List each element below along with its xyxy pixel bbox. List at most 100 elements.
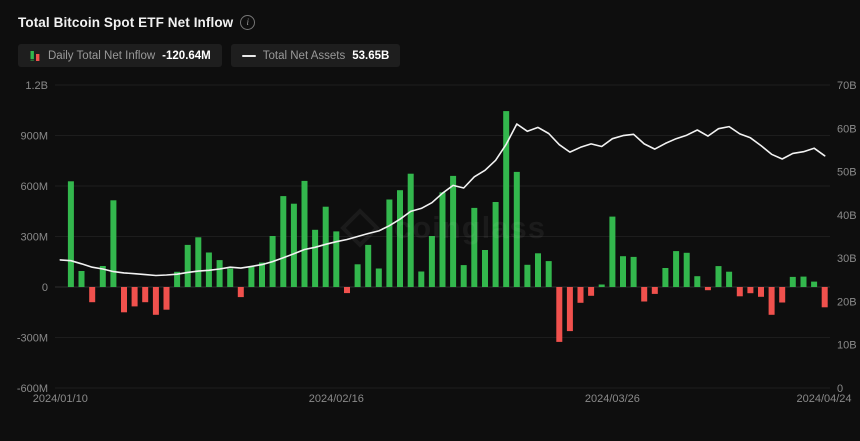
daily-inflow-bar[interactable] <box>67 181 74 287</box>
daily-inflow-bar[interactable] <box>110 200 117 287</box>
daily-inflow-bar[interactable] <box>428 236 435 287</box>
daily-inflow-bar[interactable] <box>800 276 807 287</box>
daily-inflow-bar[interactable] <box>726 271 733 287</box>
daily-inflow-bar[interactable] <box>163 287 170 310</box>
daily-inflow-bar[interactable] <box>407 173 414 287</box>
daily-inflow-bar[interactable] <box>301 180 308 287</box>
daily-inflow-bar[interactable] <box>821 287 828 308</box>
inflow-chart-svg[interactable]: 1.2B 900M 600M 300M 0 -300M -600M 70B 60B 50B 40B 3… <box>0 75 860 425</box>
daily-inflow-bar[interactable] <box>99 266 106 287</box>
legend-assets-label: Total Net Assets <box>262 49 346 62</box>
daily-inflow-bar[interactable] <box>386 199 393 288</box>
daily-inflow-bar[interactable] <box>344 287 350 294</box>
left-axis-label: 1.2B <box>25 80 48 92</box>
daily-inflow-bar[interactable] <box>142 287 149 303</box>
daily-inflow-bar[interactable] <box>503 111 510 287</box>
daily-inflow-bar[interactable] <box>174 271 181 287</box>
daily-inflow-bar[interactable] <box>354 264 361 287</box>
daily-inflow-bar[interactable] <box>312 229 319 287</box>
right-axis-label: 70B <box>837 80 857 92</box>
daily-inflow-bar[interactable] <box>482 250 488 287</box>
daily-inflow-bar[interactable] <box>439 192 446 287</box>
daily-inflow-bar[interactable] <box>131 287 138 307</box>
daily-inflow-bar[interactable] <box>333 231 340 287</box>
daily-inflow-bar[interactable] <box>248 266 255 287</box>
daily-inflow-bar[interactable] <box>322 206 329 287</box>
daily-inflow-bar[interactable] <box>365 244 372 287</box>
right-axis-label: 30B <box>837 253 857 265</box>
daily-inflow-bar[interactable] <box>566 287 573 332</box>
right-axis-label: 40B <box>837 210 857 222</box>
daily-inflow-bar[interactable] <box>545 261 552 287</box>
x-axis-label: 2024/04/24 <box>796 393 851 405</box>
daily-inflow-bar[interactable] <box>588 287 595 296</box>
daily-inflow-bar[interactable] <box>758 287 764 297</box>
page-title: Total Bitcoin Spot ETF Net Inflow <box>18 15 234 30</box>
daily-inflow-bar[interactable] <box>78 271 85 287</box>
daily-inflow-bar[interactable] <box>195 237 202 287</box>
daily-inflow-bar[interactable] <box>779 287 786 303</box>
daily-inflow-bar[interactable] <box>673 251 680 287</box>
daily-inflow-bar[interactable] <box>450 175 457 287</box>
daily-inflow-bar[interactable] <box>216 260 223 287</box>
left-axis-label: 0 <box>42 282 48 294</box>
daily-inflow-bar[interactable] <box>662 268 669 287</box>
total-net-assets-line[interactable] <box>59 123 826 277</box>
daily-inflow-bar[interactable] <box>641 287 648 302</box>
daily-inflow-bar[interactable] <box>290 203 297 287</box>
legend-assets-value: 53.65B <box>352 49 390 62</box>
daily-inflow-bar[interactable] <box>736 287 743 297</box>
left-axis-label: 300M <box>20 232 48 244</box>
daily-inflow-bar[interactable] <box>535 253 541 287</box>
daily-inflow-bar[interactable] <box>715 266 722 287</box>
chart-legend: Daily Total Net Inflow -120.64M Total Ne… <box>18 44 401 67</box>
daily-inflow-bar[interactable] <box>513 171 520 287</box>
right-axis-label: 0 <box>837 383 843 395</box>
daily-inflow-bar[interactable] <box>524 264 531 287</box>
legend-daily-net-inflow[interactable]: Daily Total Net Inflow -120.64M <box>18 44 222 67</box>
legend-total-net-assets[interactable]: Total Net Assets 53.65B <box>230 44 401 67</box>
daily-inflow-bar[interactable] <box>280 196 287 287</box>
daily-inflow-bar[interactable] <box>630 256 637 287</box>
line-series-icon <box>241 54 256 57</box>
right-axis-label: 60B <box>837 123 857 135</box>
daily-inflow-bar[interactable] <box>747 287 754 294</box>
daily-inflow-bar[interactable] <box>375 268 382 288</box>
daily-inflow-bar[interactable] <box>694 276 701 287</box>
daily-inflow-bar[interactable] <box>609 216 616 287</box>
x-axis-label: 2024/02/16 <box>309 393 364 405</box>
daily-inflow-bar[interactable] <box>121 287 127 313</box>
daily-inflow-bar[interactable] <box>789 276 796 287</box>
left-axis-label: 600M <box>20 181 48 193</box>
daily-inflow-bar[interactable] <box>577 287 584 303</box>
daily-inflow-bar[interactable] <box>397 190 403 287</box>
daily-inflow-bar[interactable] <box>704 287 711 291</box>
chart-area[interactable]: 1.2B 900M 600M 300M 0 -300M -600M 70B 60B 50B 40B 3… <box>0 75 860 425</box>
legend-daily-value: -120.64M <box>162 49 211 62</box>
daily-inflow-bar[interactable] <box>683 252 690 287</box>
daily-inflow-bar[interactable] <box>768 287 775 315</box>
daily-inflow-bar[interactable] <box>237 287 244 298</box>
daily-inflow-bar[interactable] <box>460 265 467 287</box>
daily-inflow-bar[interactable] <box>227 268 234 288</box>
left-axis-label: 900M <box>20 131 48 143</box>
left-axis-label: -300M <box>17 333 48 345</box>
legend-daily-label: Daily Total Net Inflow <box>48 49 156 62</box>
daily-inflow-bar[interactable] <box>89 287 96 303</box>
chart-header: Total Bitcoin Spot ETF Net Inflow i <box>18 15 256 30</box>
daily-inflow-bar[interactable] <box>152 287 159 315</box>
daily-inflow-bar[interactable] <box>492 202 499 287</box>
candles-icon <box>30 50 40 61</box>
daily-inflow-bar[interactable] <box>651 287 658 294</box>
daily-inflow-bar[interactable] <box>620 256 626 287</box>
right-axis-label: 10B <box>837 340 857 352</box>
daily-inflow-bar[interactable] <box>418 271 425 288</box>
right-axis-label: 50B <box>837 167 857 179</box>
daily-inflow-bar[interactable] <box>259 262 265 287</box>
daily-inflow-bar[interactable] <box>471 207 478 287</box>
info-icon[interactable]: i <box>240 15 256 30</box>
daily-inflow-bar[interactable] <box>556 287 563 342</box>
daily-inflow-bar[interactable] <box>811 281 818 287</box>
daily-inflow-bar[interactable] <box>598 284 605 288</box>
daily-inflow-bar[interactable] <box>184 244 191 287</box>
